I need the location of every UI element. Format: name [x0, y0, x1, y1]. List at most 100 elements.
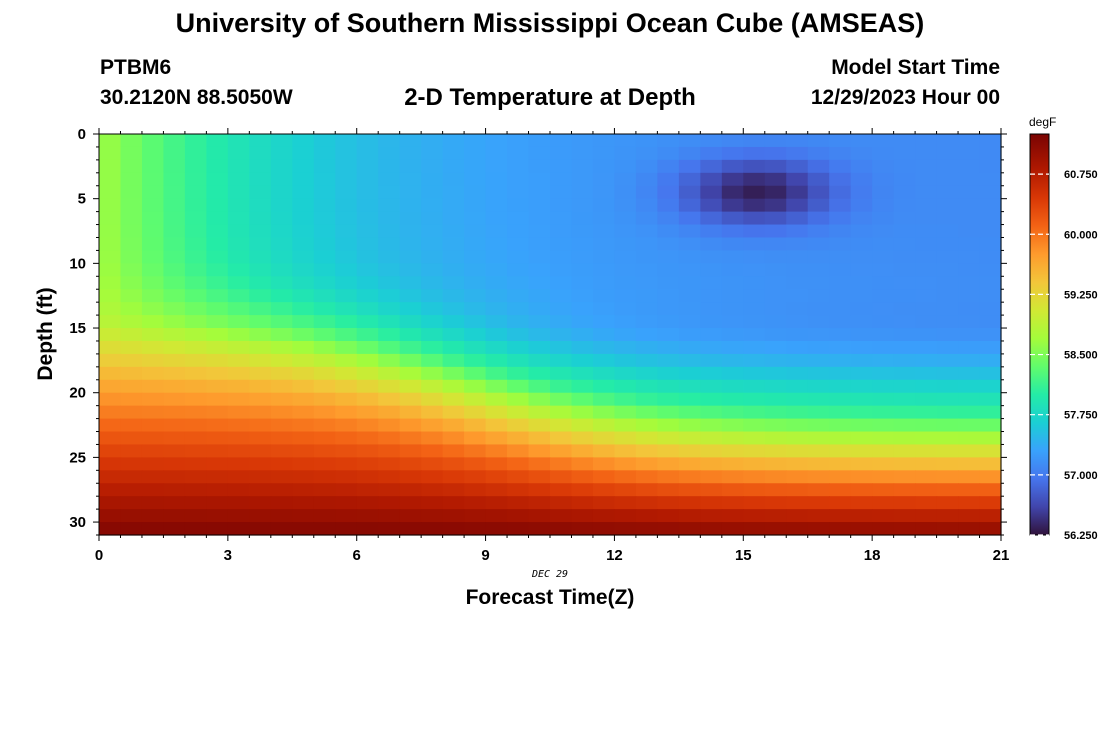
heatmap-cell [915, 276, 938, 290]
heatmap-cell [893, 405, 916, 420]
heatmap-cell [249, 328, 272, 342]
heatmap-cell [485, 250, 508, 264]
heatmap-cell [356, 289, 379, 303]
heatmap-cell [743, 470, 766, 484]
heatmap-cell [120, 276, 143, 290]
heatmap-cell [743, 302, 766, 316]
heatmap-cell [163, 315, 186, 329]
heatmap-cell [635, 328, 658, 342]
heatmap-cell [141, 250, 165, 264]
heatmap-cell [356, 328, 379, 342]
heatmap-cell [958, 457, 981, 471]
heatmap-cell [528, 198, 551, 213]
heatmap-cell [850, 392, 873, 407]
heatmap-cell [979, 470, 1002, 484]
heatmap-cell [850, 289, 873, 303]
heatmap-cell [442, 224, 465, 239]
heatmap-cell [743, 134, 766, 148]
heatmap-cell [163, 392, 186, 407]
heatmap-cell [442, 509, 465, 523]
heatmap-cell [141, 211, 165, 226]
heatmap-cell [292, 470, 315, 484]
heatmap-cell [678, 340, 701, 355]
colorbar-tick-label: 57.000 [1064, 470, 1098, 482]
heatmap-cell [829, 250, 852, 264]
heatmap-cell [184, 379, 207, 394]
heatmap-cell [356, 237, 379, 252]
heatmap-cell [313, 379, 336, 394]
heatmap-cell [657, 315, 680, 329]
heatmap-cell [936, 431, 959, 446]
heatmap-cell [764, 250, 787, 264]
heatmap-cell [184, 522, 207, 536]
heatmap-cell [979, 134, 1002, 148]
heatmap-cell [872, 159, 895, 174]
heatmap-cell [399, 276, 422, 290]
heatmap-cell [163, 470, 186, 484]
heatmap-cell [507, 172, 530, 187]
heatmap-cell [163, 509, 186, 523]
heatmap-cell [507, 418, 530, 433]
heatmap-cell [872, 198, 895, 213]
heatmap-cell [120, 289, 143, 303]
heatmap-cell [721, 198, 744, 213]
heatmap-cell [270, 431, 293, 446]
axes: 0 3 6 9 12 15 18 21 0 5 10 15 20 25 30 [69, 126, 1009, 564]
heatmap-cell [743, 392, 766, 407]
heatmap-cell [743, 237, 766, 252]
heatmap-cell [979, 457, 1002, 471]
heatmap-cell [485, 211, 508, 226]
heatmap-cell [893, 509, 916, 523]
heatmap-cell [764, 134, 787, 148]
heatmap-cell [378, 496, 401, 510]
heatmap-cell [163, 353, 186, 368]
heatmap-cell [507, 302, 530, 316]
heatmap-cell [99, 289, 122, 303]
heatmap-cell [399, 237, 422, 252]
heatmap-cell [915, 431, 938, 446]
heatmap-cell [184, 418, 207, 433]
heatmap-cell [872, 185, 895, 200]
heatmap-cell [227, 328, 250, 342]
heatmap-cell [249, 276, 272, 290]
heatmap-cell [206, 470, 229, 484]
heatmap-cell [829, 328, 852, 342]
heatmap-cell [141, 522, 165, 536]
y-tick-label: 30 [69, 514, 86, 531]
heatmap-cell [163, 405, 186, 420]
heatmap-cell [120, 444, 143, 458]
heatmap-cell [635, 379, 658, 394]
heatmap-cell [206, 483, 229, 497]
heatmap-cell [249, 496, 272, 510]
heatmap-cell [700, 444, 723, 458]
heatmap-cell [786, 366, 809, 381]
heatmap-cell [99, 392, 122, 407]
heatmap-cell [786, 146, 809, 161]
heatmap-cell [829, 263, 852, 277]
heatmap-cell [721, 431, 744, 446]
heatmap-cell [614, 263, 637, 277]
heatmap-cell [292, 250, 315, 264]
heatmap-cell [313, 457, 336, 471]
heatmap-cell [507, 315, 530, 329]
heatmap-cell [141, 134, 165, 148]
heatmap-cell [915, 353, 938, 368]
heatmap-cell [227, 159, 250, 174]
heatmap-cell [528, 172, 551, 187]
heatmap-cell [227, 470, 250, 484]
heatmap-cell [378, 185, 401, 200]
heatmap-cell [915, 289, 938, 303]
heatmap-cell [721, 289, 744, 303]
heatmap-cell [442, 418, 465, 433]
heatmap-cell [227, 431, 250, 446]
heatmap-cell [335, 211, 358, 226]
heatmap-cell [807, 263, 830, 277]
heatmap-cell [206, 457, 229, 471]
heatmap-cell [614, 431, 637, 446]
heatmap-cell [184, 353, 207, 368]
heatmap-cell [786, 405, 809, 420]
heatmap-cell [399, 302, 422, 316]
heatmap-cell [571, 146, 594, 161]
heatmap-cell [378, 237, 401, 252]
heatmap-cell [850, 237, 873, 252]
